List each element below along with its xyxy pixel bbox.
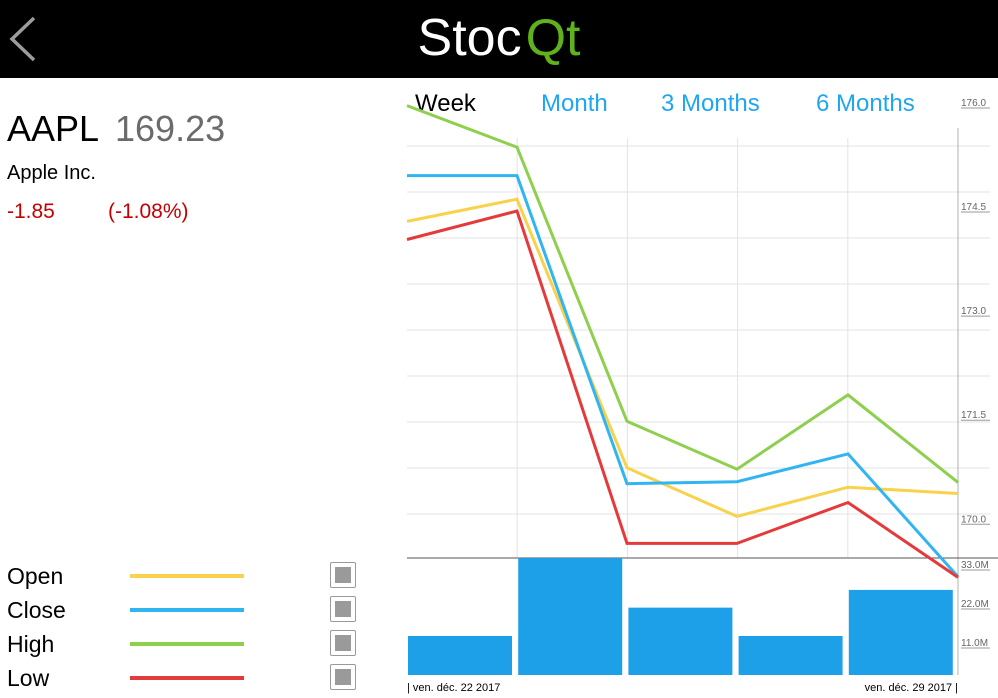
legend-label-low: Low xyxy=(7,665,50,691)
checkbox-fill xyxy=(335,601,351,617)
tab-month[interactable]: Month xyxy=(541,90,608,117)
legend-checkbox-low[interactable] xyxy=(330,664,356,690)
legend-line-close xyxy=(130,608,244,612)
price-tick-label: 174.5 xyxy=(961,202,986,213)
tab-6-months[interactable]: 6 Months xyxy=(816,90,915,117)
stock-symbol: AAPL xyxy=(7,108,100,149)
legend-line-open xyxy=(130,574,244,578)
app-title-part1: Stoc xyxy=(417,9,522,67)
series-line-open xyxy=(406,197,959,518)
company-name: Apple Inc. xyxy=(7,162,96,184)
legend-label-close: Close xyxy=(7,597,66,623)
legend-label-high: High xyxy=(7,631,55,657)
back-button[interactable] xyxy=(6,14,42,64)
series-line-low xyxy=(406,209,959,579)
volume-bar xyxy=(408,636,512,675)
volume-tick-label: 11.0M xyxy=(961,638,988,649)
checkbox-fill xyxy=(335,567,351,583)
checkbox-fill xyxy=(335,669,351,685)
legend-line-low xyxy=(130,676,244,680)
volume-bar xyxy=(628,607,733,675)
price-tick-label: 171.5 xyxy=(961,410,986,421)
legend-label-open: Open xyxy=(7,563,64,589)
volume-bar xyxy=(738,636,843,675)
app-title: StocQt xyxy=(0,6,998,70)
legend-line-high xyxy=(130,642,244,646)
price-tick-label: 176.0 xyxy=(961,98,986,109)
volume-bar xyxy=(848,589,953,675)
price-tick-label: 170.0 xyxy=(961,514,986,525)
app-title-part2: Qt xyxy=(525,9,581,67)
legend-checkbox-close[interactable] xyxy=(330,596,356,622)
chevron-left-icon xyxy=(9,16,36,62)
volume-tick-label: 22.0M xyxy=(961,599,989,610)
series-line-close xyxy=(407,174,960,578)
price-tick-label: 173.0 xyxy=(961,306,986,317)
price-change-percent: (-1.08%) xyxy=(108,200,189,223)
tab-3-months[interactable]: 3 Months xyxy=(661,90,760,117)
date-start-label: | ven. déc. 22 2017 xyxy=(407,682,500,694)
top-bar: StocQt xyxy=(0,0,998,78)
volume-tick-label: 33.0M xyxy=(961,560,989,571)
series-line-high xyxy=(406,104,959,484)
legend-checkbox-open[interactable] xyxy=(330,562,356,588)
date-end-label: ven. déc. 29 2017 | xyxy=(865,682,958,694)
volume-bar xyxy=(518,558,623,675)
price-change: -1.85 xyxy=(7,200,55,223)
checkbox-fill xyxy=(335,635,351,651)
stock-price: 169.23 xyxy=(115,108,226,149)
legend-checkbox-high[interactable] xyxy=(330,630,356,656)
